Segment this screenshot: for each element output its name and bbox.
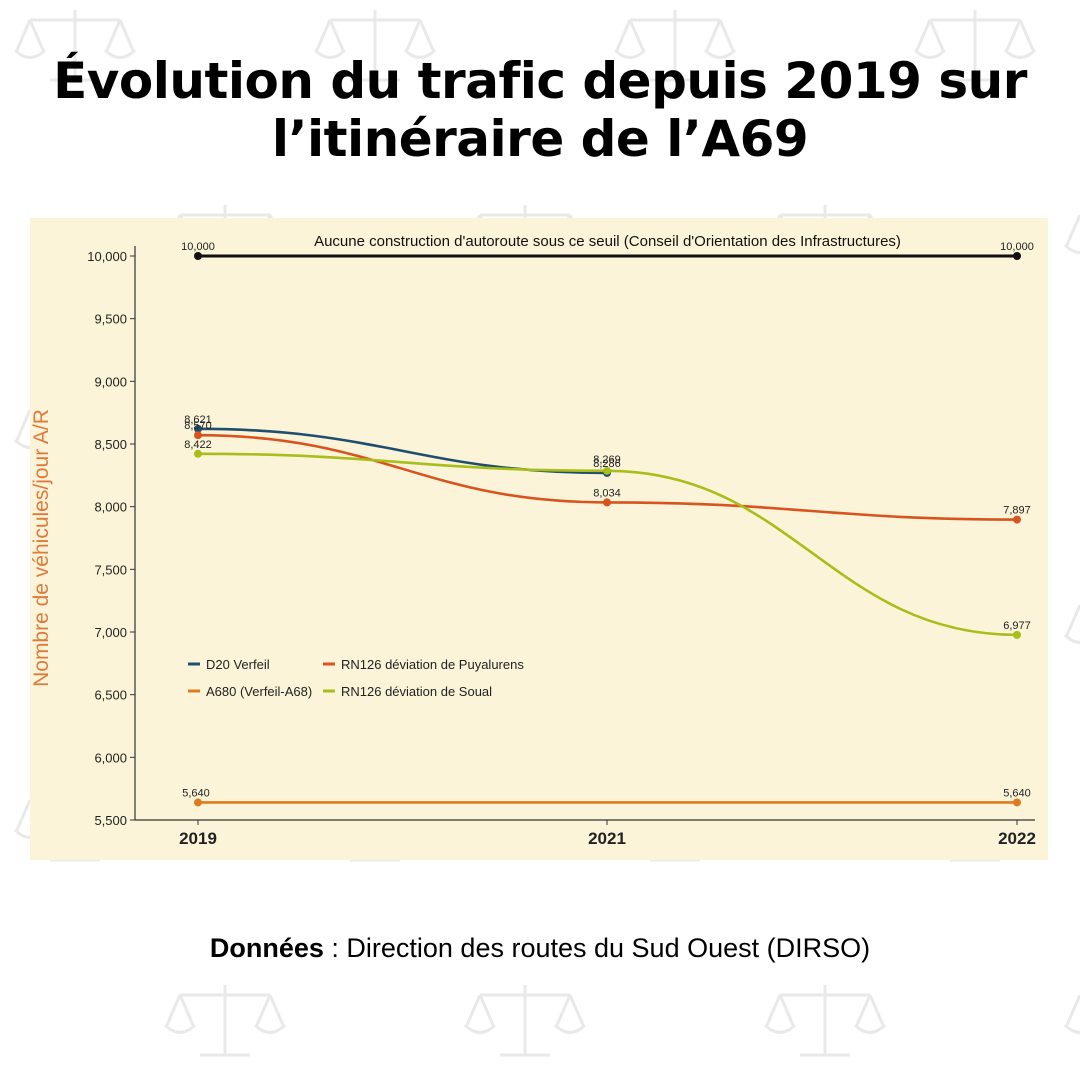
series-point xyxy=(1013,798,1021,807)
scale-watermark-icon xyxy=(763,985,887,1057)
data-value-label: 8,034 xyxy=(593,487,621,499)
series-line xyxy=(197,427,608,475)
threshold-value-label: 10,000 xyxy=(1000,241,1034,253)
scale-watermark-icon xyxy=(1063,993,1080,1034)
y-tick-label: 10,000 xyxy=(87,249,127,264)
y-tick-label: 7,000 xyxy=(94,625,127,640)
threshold-value-label: 10,000 xyxy=(181,241,215,253)
series-point xyxy=(1013,630,1021,639)
x-tick-label: 2019 xyxy=(179,829,217,848)
traffic-line-chart: 5,500 6,000 6,500 7,000 7,500 8,000 8,500 9,000… xyxy=(30,233,1036,848)
legend-label: RN126 déviation de Puyalurens xyxy=(341,657,524,672)
scale-watermark-icon xyxy=(913,10,1037,82)
chart-panel: 5,500 6,000 6,500 7,000 7,500 8,000 8,500 9,000… xyxy=(30,218,1048,860)
data-value-label: 8,570 xyxy=(184,420,212,432)
scale-watermark-icon xyxy=(463,985,587,1057)
series-point xyxy=(603,498,611,507)
title-line-2: l’itinéraire de l’A69 xyxy=(271,110,809,168)
scale-watermark-icon xyxy=(13,10,137,82)
x-tick-label: 2021 xyxy=(588,829,626,848)
legend-label: RN126 déviation de Soual xyxy=(341,684,492,699)
legend-label: A680 (Verfeil-A68) xyxy=(206,684,312,699)
series-point xyxy=(194,449,202,458)
scale-watermark-icon xyxy=(1063,603,1080,644)
data-value-label: 8,621 xyxy=(184,414,212,426)
y-tick-label: 5,500 xyxy=(94,813,127,828)
legend-label: D20 Verfeil xyxy=(206,657,270,672)
y-axis-title: Nombre de véhicules/jour A/R xyxy=(30,409,53,687)
threshold-annotation: Aucune construction d'autoroute sous ce … xyxy=(314,233,901,250)
y-tick-label: 8,500 xyxy=(94,437,127,452)
threshold-point xyxy=(1013,252,1021,260)
data-value-label: 6,977 xyxy=(1003,620,1031,632)
scale-watermark-icon xyxy=(313,10,437,82)
data-value-label: 7,897 xyxy=(1003,505,1031,517)
source-text: : Direction des routes du Sud Ouest (DIR… xyxy=(323,933,871,963)
y-tick-label: 9,500 xyxy=(94,312,127,327)
page-title: Évolution du trafic depuis 2019 sur l’it… xyxy=(40,52,1040,168)
series-point xyxy=(194,798,202,807)
data-value-label: 5,640 xyxy=(182,787,210,799)
data-value-label: 8,286 xyxy=(593,458,621,470)
data-value-label: 8,422 xyxy=(184,439,212,451)
scale-watermark-icon xyxy=(613,10,737,82)
y-tick-label: 7,500 xyxy=(94,562,127,577)
series-point xyxy=(194,431,202,440)
y-tick-label: 6,000 xyxy=(94,750,127,765)
scale-watermark-icon xyxy=(163,985,287,1057)
data-value-label: 8,269 xyxy=(593,454,621,466)
y-tick-label: 9,000 xyxy=(94,374,127,389)
x-tick-label: 2022 xyxy=(998,829,1036,848)
series-point xyxy=(603,466,611,475)
y-tick-label: 8,000 xyxy=(94,500,127,515)
series-point xyxy=(1013,515,1021,524)
scale-watermark-icon xyxy=(1063,213,1080,254)
source-label: Données xyxy=(209,933,324,963)
source-note: Données : Direction des routes du Sud Ou… xyxy=(0,933,1080,964)
y-tick-label: 6,500 xyxy=(94,688,127,703)
series-point xyxy=(194,424,202,433)
data-value-label: 5,640 xyxy=(1003,787,1031,799)
series-line xyxy=(197,433,1018,521)
title-line-1: Évolution du trafic depuis 2019 sur xyxy=(53,52,1027,110)
threshold-point xyxy=(194,252,202,260)
series-line xyxy=(197,452,1018,637)
